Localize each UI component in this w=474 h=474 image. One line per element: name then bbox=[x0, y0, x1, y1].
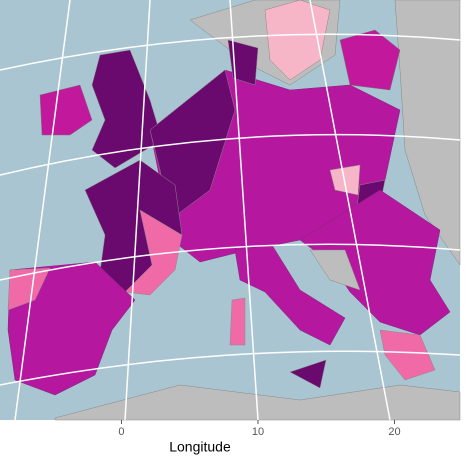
iberia bbox=[7, 261, 136, 396]
x-tick-label: 20 bbox=[388, 426, 400, 438]
iberia-nw bbox=[7, 267, 51, 311]
graticule bbox=[0, 0, 461, 421]
sardinia bbox=[229, 297, 246, 346]
map-panel bbox=[0, 0, 461, 421]
greece bbox=[379, 329, 436, 381]
baltic bbox=[339, 29, 401, 91]
ireland bbox=[39, 84, 93, 136]
britain bbox=[91, 49, 163, 169]
x-tick-label: 10 bbox=[252, 426, 264, 438]
sicily bbox=[289, 359, 327, 389]
x-tick-label: 0 bbox=[118, 426, 124, 438]
france-south bbox=[124, 209, 183, 296]
x-axis-label: Longitude bbox=[169, 439, 231, 455]
east-land bbox=[394, 0, 461, 266]
west-balkans bbox=[309, 249, 361, 291]
